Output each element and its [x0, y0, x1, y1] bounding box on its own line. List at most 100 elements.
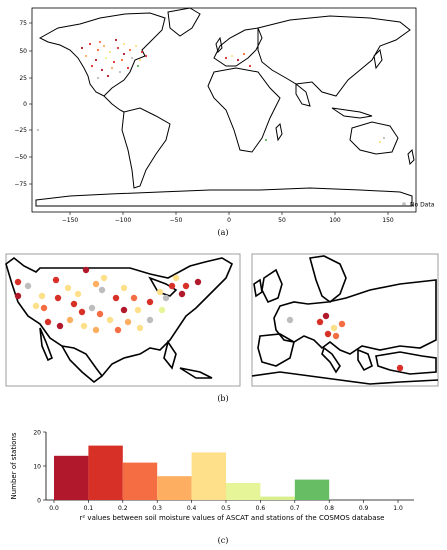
station-marker [124, 318, 132, 326]
histogram-y-axis-label: Number of stations [10, 432, 18, 499]
world-station-points [36, 38, 386, 144]
station-marker [130, 294, 138, 302]
madagascar [275, 122, 283, 142]
asia [257, 15, 411, 97]
station-marker [338, 320, 346, 328]
australia [349, 121, 399, 155]
station-marker [110, 66, 114, 70]
world-x-tick-label: 100 [329, 217, 341, 224]
station-marker [90, 64, 94, 68]
africa [207, 67, 281, 153]
station-marker [38, 292, 46, 300]
station-marker [172, 274, 180, 282]
world-y-tick-label: 50 [19, 48, 27, 55]
station-marker [56, 322, 64, 330]
station-marker [88, 304, 96, 312]
station-marker [24, 282, 32, 290]
uk [215, 36, 223, 53]
station-marker [120, 306, 128, 314]
station-marker [54, 294, 62, 302]
r2-histogram: 0.0 0.1 0.2 0.3 0.4 0.5 0.6 0.7 0.8 0.9 1.0 01020 … [10, 430, 414, 522]
histogram-bar [122, 462, 158, 500]
world-y-tick-label: −75 [14, 181, 27, 188]
station-marker [70, 300, 78, 308]
world-landmasses [35, 7, 415, 207]
indonesia [331, 107, 373, 119]
world-y-tick-label: −25 [14, 127, 27, 134]
world-x-tick-label: 50 [278, 217, 286, 224]
station-marker [224, 56, 228, 60]
north-africa-coast [251, 371, 439, 385]
italy [321, 346, 341, 374]
station-marker [396, 364, 404, 372]
no-data-legend-label: No Data [410, 202, 435, 209]
usa-zoom-frame [5, 253, 241, 387]
station-marker [332, 332, 340, 340]
world-x-axis: −150 −100 −50 0 50 100 150 [62, 212, 394, 224]
station-marker [156, 288, 164, 296]
station-marker [84, 54, 88, 58]
station-marker [82, 266, 90, 274]
new-zealand [407, 148, 415, 166]
station-marker [136, 324, 144, 332]
station-marker [140, 50, 144, 54]
station-marker [52, 276, 60, 284]
world-y-tick-label: 25 [19, 75, 27, 82]
station-marker [78, 308, 86, 316]
no-data-legend-marker [402, 202, 406, 206]
south-america [121, 107, 171, 189]
station-marker [324, 330, 332, 338]
histogram-y-ticks: 0 10 20 [33, 430, 46, 505]
station-marker [194, 278, 202, 286]
world-map-panel: No Data 75 50 25 0 −25 −50 −75 −150 −100… [14, 7, 435, 224]
japan [373, 48, 383, 70]
station-marker [92, 280, 100, 288]
baja [39, 327, 54, 362]
histogram-bar [157, 476, 192, 500]
antarctica [35, 187, 413, 207]
station-marker [168, 282, 176, 290]
station-marker [98, 40, 102, 44]
station-marker [248, 64, 252, 68]
usa-station-points [14, 266, 202, 334]
station-marker [96, 310, 104, 318]
histogram-x-ticks: 0.0 0.1 0.2 0.3 0.4 0.5 0.6 0.7 0.8 0.9 1.0 [49, 500, 403, 512]
florida [163, 340, 177, 370]
histogram-bar [260, 496, 295, 500]
europe-zoom-map [251, 253, 439, 387]
station-marker [100, 68, 104, 72]
europe-station-points [286, 312, 404, 372]
station-marker [264, 138, 268, 142]
world-x-tick-label: −100 [115, 217, 132, 224]
usa-zoom-map [5, 253, 241, 387]
world-x-tick-label: −150 [62, 217, 79, 224]
india [295, 82, 311, 107]
station-marker [114, 38, 118, 42]
greenland [167, 7, 201, 37]
station-marker [120, 284, 128, 292]
station-marker [14, 278, 22, 286]
histogram-y-tick-label: 0 [37, 498, 41, 505]
cuba [179, 367, 213, 379]
turkey [375, 351, 437, 375]
station-marker [146, 316, 154, 324]
ireland [253, 278, 263, 298]
station-marker [128, 48, 132, 52]
station-marker [182, 282, 190, 290]
station-marker [230, 54, 234, 58]
station-marker [144, 54, 148, 58]
station-marker [100, 274, 108, 282]
station-marker [158, 306, 166, 314]
station-marker [316, 318, 324, 326]
histogram-x-tick-label: 0.4 [187, 505, 197, 512]
station-marker [88, 42, 92, 46]
caption-c: (c) [217, 536, 229, 545]
station-marker [322, 312, 330, 320]
europe-landmass [251, 255, 439, 385]
station-marker [32, 302, 40, 310]
world-y-tick-label: 0 [23, 101, 27, 108]
station-marker [330, 324, 338, 332]
histogram-x-tick-label: 0.1 [84, 505, 94, 512]
station-marker [122, 52, 126, 56]
station-marker [106, 74, 110, 78]
